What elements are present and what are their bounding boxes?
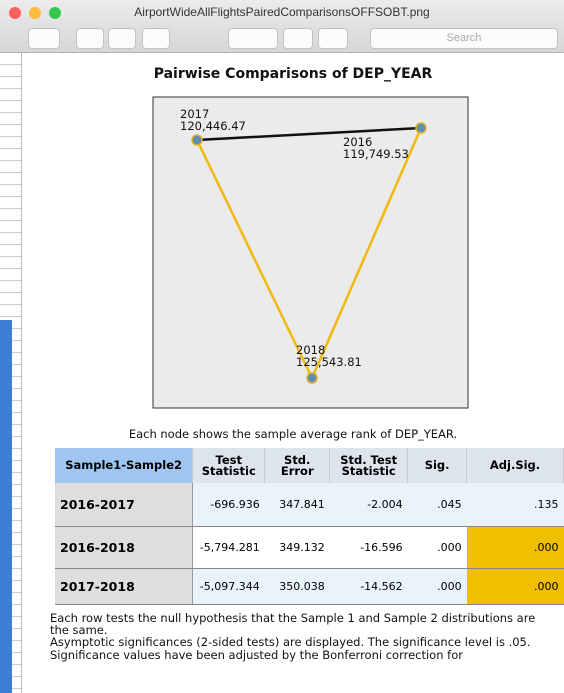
table-cell: 350.038: [264, 568, 330, 605]
footnote: Each row tests the null hypothesis that …: [50, 611, 536, 637]
node-label: 2017: [180, 107, 209, 121]
column-header: Std. Error: [264, 448, 331, 483]
node: [191, 134, 203, 146]
table-cell: .135: [466, 483, 564, 527]
diagram-frame: [152, 96, 469, 409]
column-header: Sig.: [407, 448, 468, 483]
column-header: Adj.Sig.: [466, 448, 564, 483]
footnote: Asymptotic significances (2-sided tests)…: [50, 635, 531, 649]
window-title: AirportWideAllFlightsPairedComparisonsOF…: [134, 5, 430, 19]
table-cell: -16.596: [329, 526, 408, 569]
table-cell: .000: [407, 526, 467, 569]
table-cell: -5,794.281: [192, 526, 265, 569]
node-rank: 120,446.47: [180, 119, 246, 133]
row-label: 2016-2018: [55, 526, 194, 569]
table-cell: .045: [407, 483, 467, 527]
background-selection: [0, 320, 12, 693]
edge: [195, 139, 314, 379]
table-cell: 347.841: [264, 483, 330, 527]
minimize-button[interactable]: [29, 7, 41, 19]
table-row: 2016-2017 -696.936 347.841 -2.004.045.135: [55, 483, 564, 527]
close-button[interactable]: [9, 7, 21, 19]
search-field[interactable]: Search: [370, 28, 558, 49]
table-cell: -14.562: [329, 568, 408, 605]
zoom-in-button[interactable]: [108, 28, 136, 49]
diagram-caption: Each node shows the sample average rank …: [128, 427, 458, 441]
table-cell: 349.132: [264, 526, 330, 569]
table-cell: -5,097.344: [192, 568, 265, 605]
row-label: 2016-2017: [55, 483, 194, 527]
column-header: Sample1-Sample2: [55, 448, 194, 483]
edge: [196, 126, 422, 142]
share-button[interactable]: [142, 28, 170, 49]
markup-button[interactable]: [228, 28, 278, 49]
table-cell: .000: [466, 568, 564, 605]
footnote: Significance values have been adjusted b…: [50, 647, 463, 662]
comparison-table: Sample1-Sample2 Test Statistic Std. Error S…: [55, 448, 564, 605]
node-rank: 119,749.53: [343, 147, 409, 161]
zoom-button[interactable]: [49, 7, 61, 19]
node-rank: 125,543.81: [296, 355, 362, 369]
title-bar: AirportWideAllFlightsPairedComparisonsOF…: [0, 0, 564, 53]
diagram-title: Pairwise Comparisons of DEP_YEAR: [153, 66, 433, 82]
column-header: Test Statistic: [192, 448, 266, 483]
table-row: 2016-2018 -5,794.281 349.132 -16.596.000.00…: [55, 526, 564, 569]
edge: [310, 127, 423, 379]
sidebar-button[interactable]: [28, 28, 60, 49]
table-cell: -2.004: [329, 483, 408, 527]
row-label: 2017-2018: [55, 568, 194, 605]
footnotes: Each row tests the null hypothesis that …: [50, 611, 555, 662]
column-header: Std. Test Statistic: [329, 448, 409, 483]
toolbox-button[interactable]: [318, 28, 348, 49]
node: [306, 372, 318, 384]
diagram: 2017 120,446.47 2016 119,749.53 2018 125…: [152, 96, 469, 409]
node: [415, 122, 427, 134]
table-cell: .000: [466, 526, 564, 569]
zoom-out-button[interactable]: [76, 28, 104, 49]
node-label: 2016: [343, 135, 372, 149]
table-row: 2017-2018 -5,097.344 350.038 -14.562.000.00…: [55, 568, 564, 605]
table-cell: -696.936: [192, 483, 265, 527]
node-label: 2018: [296, 343, 325, 357]
rotate-button[interactable]: [283, 28, 313, 49]
table-cell: .000: [407, 568, 467, 605]
